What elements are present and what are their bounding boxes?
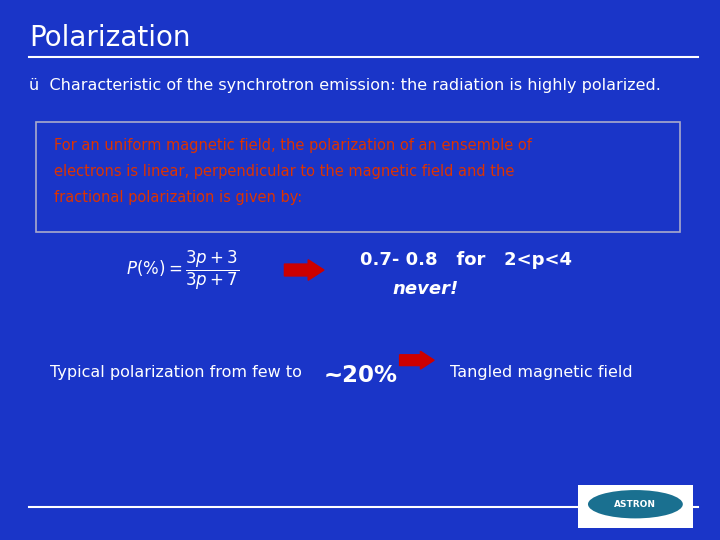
FancyBboxPatch shape bbox=[578, 485, 693, 528]
Text: For an uniform magnetic field, the polarization of an ensemble of: For an uniform magnetic field, the polar… bbox=[54, 138, 532, 153]
Text: electrons is linear, perpendicular to the magnetic field and the: electrons is linear, perpendicular to th… bbox=[54, 164, 514, 179]
FancyArrow shape bbox=[400, 351, 434, 369]
Text: $P(\%) = \dfrac{3p+3}{3p+7}$: $P(\%) = \dfrac{3p+3}{3p+7}$ bbox=[126, 248, 239, 292]
Text: ASTRON: ASTRON bbox=[614, 500, 657, 509]
Text: ü  Characteristic of the synchrotron emission: the radiation is highly polarized: ü Characteristic of the synchrotron emis… bbox=[29, 78, 661, 93]
Text: fractional polarization is given by:: fractional polarization is given by: bbox=[54, 190, 302, 205]
FancyBboxPatch shape bbox=[36, 122, 680, 232]
Text: Tangled magnetic field: Tangled magnetic field bbox=[450, 364, 633, 380]
Text: 0.7- 0.8   for   2<p<4: 0.7- 0.8 for 2<p<4 bbox=[360, 251, 572, 269]
Text: ~20%: ~20% bbox=[324, 364, 398, 388]
FancyArrow shape bbox=[284, 260, 324, 280]
Text: never!: never! bbox=[392, 280, 459, 298]
Ellipse shape bbox=[588, 490, 683, 518]
Text: Typical polarization from few to: Typical polarization from few to bbox=[50, 364, 307, 380]
Text: Polarization: Polarization bbox=[29, 24, 190, 52]
